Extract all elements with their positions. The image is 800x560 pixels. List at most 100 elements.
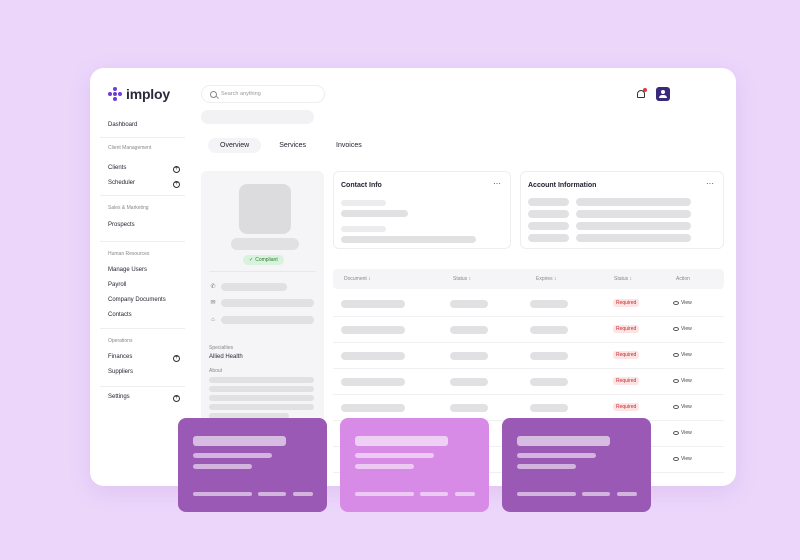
specialties-label: Specialties — [209, 345, 234, 351]
column-header-expires[interactable]: Expires ↕ — [536, 276, 557, 282]
sidebar-item-company-documents[interactable]: Company Documents — [108, 297, 166, 303]
expires-placeholder — [530, 378, 568, 386]
divider — [100, 328, 185, 329]
search-input[interactable]: Search anything — [221, 91, 261, 97]
sidebar-item-payroll[interactable]: Payroll — [108, 282, 127, 288]
sidebar-item-scheduler[interactable]: Scheduler — [108, 180, 136, 186]
field-value-placeholder — [341, 236, 476, 243]
section-client-management: Client Management — [108, 145, 152, 151]
required-badge: Required — [613, 403, 640, 411]
field-value-placeholder — [341, 210, 408, 217]
breadcrumb-placeholder — [201, 110, 314, 124]
sidebar-item-prospects[interactable]: Prospects — [108, 222, 135, 228]
sidebar-item-suppliers[interactable]: Suppliers — [108, 369, 134, 375]
about-line — [209, 395, 314, 401]
divider — [100, 386, 185, 387]
field-label-placeholder — [341, 200, 386, 206]
more-icon[interactable]: ⋯ — [493, 179, 502, 188]
column-header-status-2[interactable]: Status ↕ — [614, 276, 633, 282]
status-badge: ✓ Compliant — [243, 255, 284, 265]
divider — [209, 271, 316, 272]
status-placeholder — [450, 300, 488, 308]
expand-scheduler-icon[interactable]: + — [173, 181, 180, 188]
tab-services[interactable]: Services — [279, 142, 307, 149]
view-link[interactable]: View — [673, 352, 692, 358]
card-title: Account Information — [528, 182, 597, 189]
tab-overview[interactable]: Overview — [208, 138, 262, 153]
sidebar: imploy Dashboard Client Management Clien… — [90, 68, 188, 486]
view-link[interactable]: View — [673, 430, 692, 436]
field-value-placeholder — [576, 210, 691, 218]
field-label-placeholder — [528, 198, 569, 206]
search-bar[interactable]: Search anything — [201, 85, 325, 103]
eye-icon — [673, 301, 679, 305]
sidebar-item-finances[interactable]: Finances — [108, 354, 133, 360]
document-placeholder — [341, 378, 405, 386]
field-value-placeholder — [576, 234, 691, 242]
view-link[interactable]: View — [673, 404, 692, 410]
document-placeholder — [341, 326, 405, 334]
divider — [100, 137, 185, 138]
expand-clients-icon[interactable]: + — [173, 166, 180, 173]
column-header-status[interactable]: Status ↕ — [453, 276, 472, 282]
field-label-placeholder — [341, 226, 386, 232]
specialties-value: Allied Health — [209, 354, 243, 360]
field-value-placeholder — [576, 222, 691, 230]
column-header-action: Action — [676, 276, 690, 282]
phone-icon: ✆ — [210, 284, 216, 290]
tab-invoices[interactable]: Invoices — [336, 142, 362, 149]
column-header-document[interactable]: Document ↕ — [344, 276, 371, 282]
expand-settings-icon[interactable]: + — [173, 395, 180, 402]
search-icon — [210, 90, 217, 98]
card-title: Contact Info — [341, 182, 382, 189]
overlay-card-left — [178, 418, 327, 512]
view-link[interactable]: View — [673, 456, 692, 462]
notification-dot — [643, 88, 647, 92]
field-value-placeholder — [576, 198, 691, 206]
status-placeholder — [450, 404, 488, 412]
about-line — [209, 404, 314, 410]
home-icon: ⌂ — [211, 317, 215, 323]
field-label-placeholder — [528, 222, 569, 230]
account-info-card: Account Information ⋯ — [520, 171, 724, 249]
document-placeholder — [341, 300, 405, 308]
view-link[interactable]: View — [673, 326, 692, 332]
address-placeholder — [221, 316, 314, 324]
profile-photo — [239, 184, 291, 234]
field-label-placeholder — [528, 234, 569, 242]
app-window: imploy Dashboard Client Management Clien… — [90, 68, 736, 486]
status-placeholder — [450, 378, 488, 386]
sidebar-item-manage-users[interactable]: Manage Users — [108, 267, 148, 273]
expand-finances-icon[interactable]: + — [173, 355, 180, 362]
eye-icon — [673, 405, 679, 409]
document-placeholder — [341, 352, 405, 360]
sidebar-item-settings[interactable]: Settings — [108, 394, 130, 400]
expires-placeholder — [530, 404, 568, 412]
table-row: Required View — [333, 343, 724, 369]
required-badge: Required — [613, 377, 640, 385]
view-link[interactable]: View — [673, 300, 692, 306]
eye-icon — [673, 457, 679, 461]
status-placeholder — [450, 352, 488, 360]
required-badge: Required — [613, 351, 640, 359]
sidebar-item-clients[interactable]: Clients — [108, 165, 127, 171]
field-label-placeholder — [528, 210, 569, 218]
sidebar-item-dashboard[interactable]: Dashboard — [108, 122, 138, 128]
sidebar-item-contacts[interactable]: Contacts — [108, 312, 132, 318]
about-line — [209, 386, 314, 392]
brand-logo[interactable]: imploy — [108, 86, 170, 102]
divider — [100, 195, 185, 196]
eye-icon — [673, 379, 679, 383]
phone-placeholder — [221, 283, 287, 291]
overlay-card-middle — [340, 418, 489, 512]
user-avatar-button[interactable] — [656, 87, 670, 101]
required-badge: Required — [613, 299, 640, 307]
email-placeholder — [221, 299, 314, 307]
overlay-card-right — [502, 418, 651, 512]
table-header: Document ↕ Status ↕ Expires ↕ Status ↕ A… — [333, 269, 724, 289]
document-placeholder — [341, 404, 405, 412]
bell-icon[interactable] — [635, 88, 647, 102]
more-icon[interactable]: ⋯ — [706, 179, 715, 188]
check-icon: ✓ — [249, 257, 254, 263]
view-link[interactable]: View — [673, 378, 692, 384]
